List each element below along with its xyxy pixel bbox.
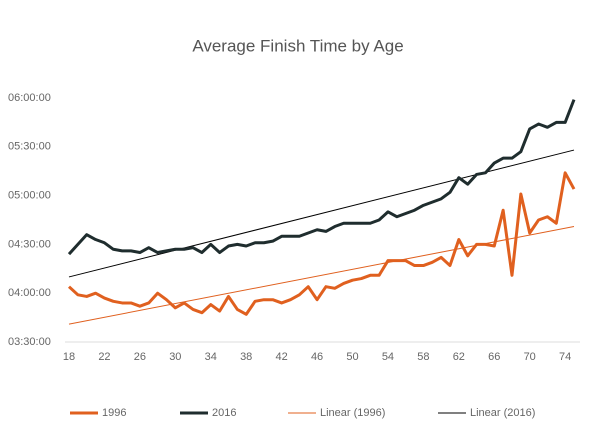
- x-tick-label: 58: [417, 351, 429, 363]
- x-tick-label: 66: [488, 351, 500, 363]
- legend-label: 1996: [102, 407, 126, 419]
- series-line: [67, 99, 576, 256]
- x-tick-label: 42: [276, 351, 288, 363]
- legend-label: 2016: [212, 407, 236, 419]
- x-tick-label: 54: [382, 351, 394, 363]
- x-tick-label: 38: [240, 351, 252, 363]
- y-tick-label: 04:30:00: [8, 238, 51, 250]
- trend-line: [68, 149, 575, 278]
- y-tick-label: 03:30:00: [8, 336, 51, 348]
- y-tick-label: 05:30:00: [8, 141, 51, 153]
- x-tick-label: 18: [63, 351, 75, 363]
- x-tick-label: 70: [524, 351, 536, 363]
- trend-line: [68, 226, 575, 325]
- series-line: [67, 171, 576, 316]
- y-tick-label: 06:00:00: [8, 92, 51, 104]
- x-tick-label: 34: [205, 351, 217, 363]
- legend-label: Linear (2016): [470, 407, 535, 419]
- legend-label: Linear (1996): [320, 407, 385, 419]
- x-tick-label: 74: [559, 351, 571, 363]
- x-tick-label: 22: [98, 351, 110, 363]
- y-tick-label: 04:00:00: [8, 287, 51, 299]
- x-tick-label: 46: [311, 351, 323, 363]
- x-tick-label: 30: [169, 351, 181, 363]
- x-tick-label: 62: [453, 351, 465, 363]
- y-tick-label: 05:00:00: [8, 190, 51, 202]
- x-tick-label: 50: [346, 351, 358, 363]
- chart-title: Average Finish Time by Age: [192, 36, 403, 55]
- x-tick-label: 26: [134, 351, 146, 363]
